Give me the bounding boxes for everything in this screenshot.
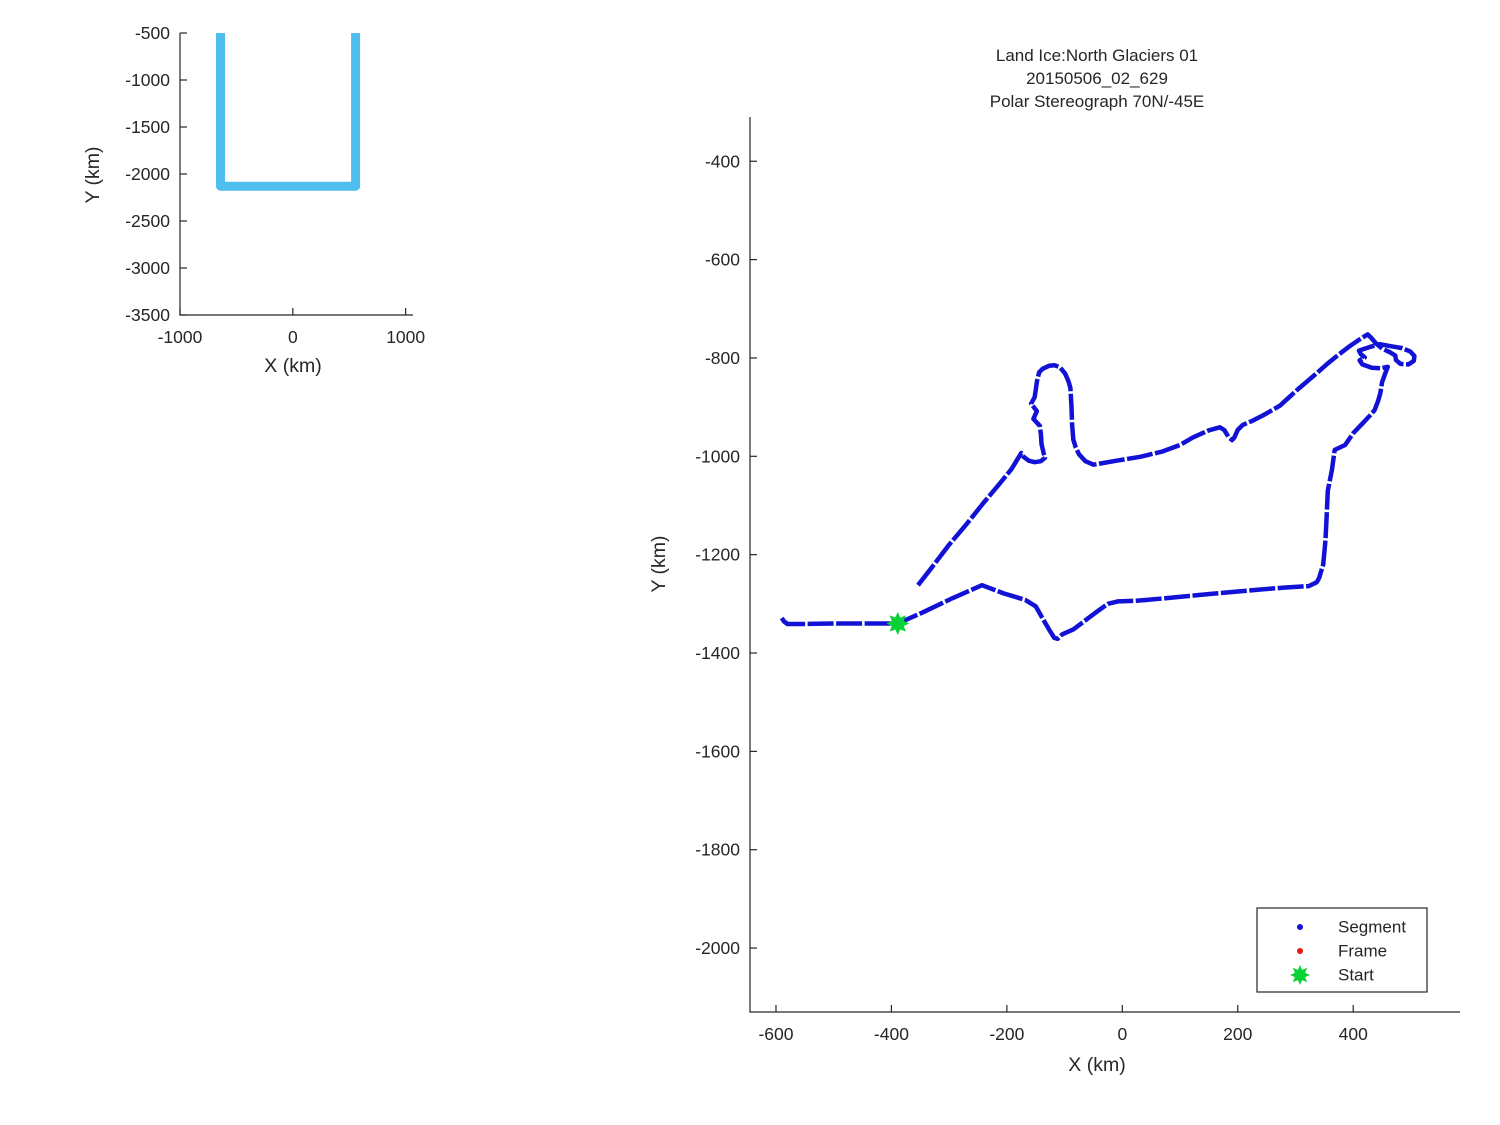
axis-spines <box>749 117 1460 1013</box>
overview-x-axis-label: X (km) <box>264 355 321 377</box>
y-tick-label: -3000 <box>125 258 170 278</box>
legend-label-segment: Segment <box>1338 918 1406 937</box>
y-tick-label: -1600 <box>695 741 740 761</box>
trajectory-plot: -400 -600 -800 -1000 -1200 -1400 -1600 -1800 -20… <box>695 117 1460 1044</box>
y-tick-label: -500 <box>135 23 170 43</box>
start-marker <box>886 612 910 635</box>
trajectory-title-line-1: Land Ice:North Glaciers 01 <box>996 46 1198 65</box>
legend-label-frame: Frame <box>1338 942 1387 961</box>
trajectory-title-line-3: Polar Stereograph 70N/-45E <box>990 92 1205 111</box>
axis-spines <box>179 33 413 316</box>
overview-y-axis-label: Y (km) <box>82 146 104 203</box>
y-tick-label: -800 <box>705 348 740 368</box>
y-tick-label: -2500 <box>125 211 170 231</box>
x-tick-label: 0 <box>288 327 298 347</box>
y-tick-label: -3500 <box>125 305 170 325</box>
x-tick-label: -200 <box>989 1024 1024 1044</box>
legend-label-start: Start <box>1338 966 1374 985</box>
y-tick-label: -1500 <box>125 117 170 137</box>
x-tick-label: 1000 <box>386 327 425 347</box>
flight-track-overview <box>216 33 361 191</box>
trajectory-title-line-2: 20150506_02_629 <box>1026 69 1168 88</box>
y-tick-label: -1000 <box>125 70 170 90</box>
y-tick-label: -600 <box>705 250 740 270</box>
y-tick-label: -1200 <box>695 545 740 565</box>
x-tick-label: 0 <box>1117 1024 1127 1044</box>
y-tick-label: -1000 <box>695 446 740 466</box>
trajectory-y-axis-label: Y (km) <box>648 535 670 592</box>
legend-marker-segment <box>1297 924 1303 930</box>
y-tick-label: -1800 <box>695 840 740 860</box>
segment-track <box>779 332 1417 642</box>
legend-marker-start <box>1290 965 1310 985</box>
trajectory-x-axis-label: X (km) <box>1068 1054 1125 1076</box>
overview-plot: -500-1000-1500-2000-2500-3000-3500-1000 0… <box>125 23 425 347</box>
x-tick-label: -400 <box>874 1024 909 1044</box>
legend-box <box>1256 907 1428 993</box>
x-tick-label: 400 <box>1339 1024 1368 1044</box>
x-tick-label: -600 <box>758 1024 793 1044</box>
y-tick-label: -400 <box>705 151 740 171</box>
y-tick-label: -2000 <box>695 938 740 958</box>
x-tick-label: -1000 <box>158 327 203 347</box>
x-tick-label: 200 <box>1223 1024 1252 1044</box>
y-tick-label: -1400 <box>695 643 740 663</box>
y-tick-label: -2000 <box>125 164 170 184</box>
legend-marker-frame <box>1297 948 1303 954</box>
